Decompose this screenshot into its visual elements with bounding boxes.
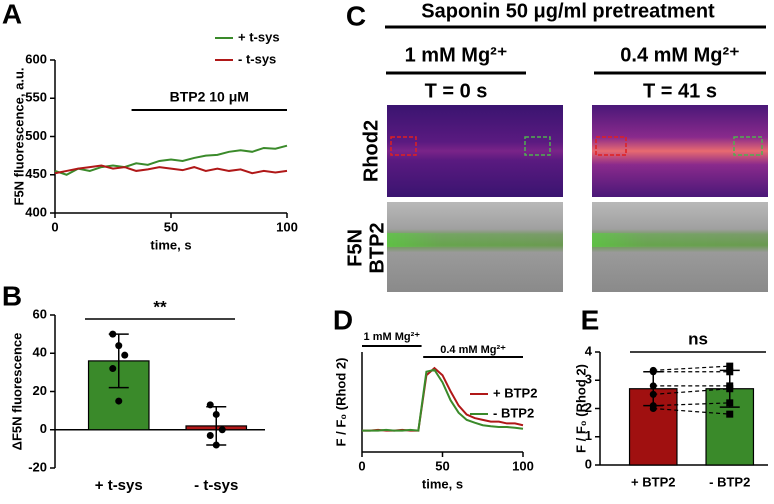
x-tick-label: 0 [51, 219, 58, 234]
x-tick-label: 100 [512, 458, 534, 473]
pair-line [653, 365, 730, 371]
image-f5n-signal [592, 233, 768, 247]
y-tick-label: 1 [585, 428, 592, 443]
point [206, 401, 214, 409]
image-rhod2 [592, 105, 768, 197]
x-tick-label: + t-sys [95, 477, 143, 494]
roi [524, 136, 551, 156]
annotation: 0.4 mM Mg²⁺ [440, 344, 506, 356]
point [121, 351, 129, 359]
point [726, 410, 734, 418]
x-tick-label: 0 [358, 458, 365, 473]
roi [733, 136, 763, 156]
x-tick-label: - t-sys [194, 477, 238, 494]
point [206, 431, 214, 439]
y-tick-label: 0 [585, 456, 592, 471]
panel-title: Saponin 50 μg/ml pretreatment [421, 0, 715, 22]
roi [595, 136, 627, 156]
pair-line [653, 402, 730, 407]
y-tick-label: 600 [25, 51, 47, 66]
significance: ns [688, 329, 708, 348]
point [109, 365, 117, 373]
point [115, 342, 123, 350]
column-condition: 1 mM Mg²⁺ [405, 44, 508, 66]
point [726, 385, 734, 393]
point [649, 405, 657, 412]
y-tick-label: -20 [28, 459, 47, 474]
x-tick-label: + BTP2 [631, 474, 675, 489]
y-axis-label: F / F₀ (Rhod 2) [333, 358, 348, 447]
x-axis-label: time, s [150, 237, 191, 252]
y-tick-label: 60 [33, 306, 47, 321]
point [212, 410, 220, 418]
point [649, 390, 657, 398]
panel-letter: A [2, 0, 22, 29]
roi [390, 136, 417, 156]
y-tick-label: 2 [585, 400, 592, 415]
point [726, 368, 734, 376]
y-tick-label: 4 [585, 343, 593, 358]
row-label: BTP2 [366, 222, 388, 273]
y-tick-label: 20 [33, 383, 47, 398]
pair-line [653, 407, 730, 415]
x-axis-label: time, s [422, 476, 463, 491]
point [726, 399, 734, 407]
pair-line [653, 388, 730, 395]
x-tick-label: 50 [435, 458, 449, 473]
y-tick-label: 3 [585, 372, 592, 387]
x-tick-label: 50 [164, 219, 178, 234]
x-tick-label: - BTP2 [709, 474, 750, 489]
y-tick-label: 400 [25, 204, 47, 219]
point [109, 330, 117, 338]
legend-label: + BTP2 [493, 385, 537, 400]
y-axis-label: F / F₀ (Rhod 2) [573, 364, 588, 453]
column-time: T = 0 s [425, 80, 488, 102]
panel-letter: C [346, 0, 366, 31]
series-line [54, 164, 288, 175]
panel-letter: E [581, 304, 600, 335]
legend-label: - BTP2 [493, 405, 534, 420]
y-tick-label: 500 [25, 128, 47, 143]
point [649, 382, 657, 390]
legend-label: + t-sys [238, 29, 280, 44]
y-tick-label: 40 [33, 345, 47, 360]
image-rhod2 [387, 105, 563, 197]
point [212, 441, 220, 449]
y-tick-label: 550 [25, 90, 47, 105]
y-tick-label: 0 [40, 421, 47, 436]
image-f5n-signal [387, 233, 563, 247]
point [649, 368, 657, 376]
x-tick-label: 100 [276, 219, 298, 234]
series-line [54, 144, 288, 176]
annotation: BTP2 10 μM [170, 89, 249, 105]
panel-letter: B [2, 280, 22, 311]
y-tick-label: 450 [25, 166, 47, 181]
significance: ** [153, 297, 167, 316]
column-time: T = 41 s [643, 80, 717, 102]
point [726, 362, 734, 370]
series-line [362, 368, 524, 432]
point [115, 397, 123, 405]
row-label: F5N [344, 229, 366, 267]
y-axis-label: F5N fluorescence, a.u. [11, 68, 26, 206]
legend-label: - t-sys [238, 51, 276, 66]
y-axis-label: ΔF5N fluorescence [9, 333, 24, 451]
row-label: Rhod2 [360, 120, 382, 182]
point [218, 426, 226, 434]
annotation: 1 mM Mg²⁺ [364, 331, 421, 343]
column-condition: 0.4 mM Mg²⁺ [620, 44, 739, 66]
panel-letter: D [333, 304, 353, 335]
